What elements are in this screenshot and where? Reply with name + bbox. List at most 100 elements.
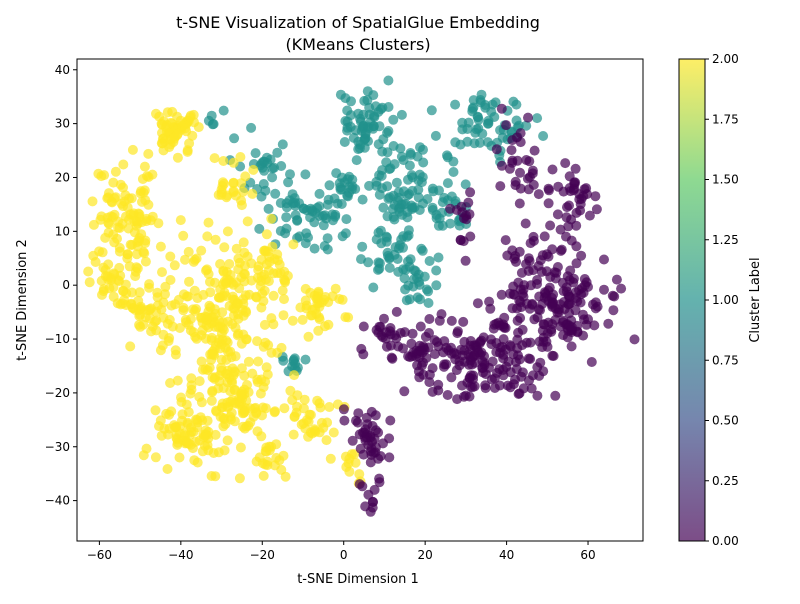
data-point-cluster-2 [138,187,149,198]
data-point-cluster-2 [280,275,290,286]
data-point-cluster-0 [366,443,377,454]
data-point-cluster-0 [543,183,554,194]
data-point-cluster-1 [410,266,421,277]
data-point-cluster-0 [539,231,550,242]
data-point-cluster-2 [241,334,252,345]
data-point-cluster-2 [324,402,335,412]
data-point-cluster-2 [340,312,351,323]
data-point-cluster-2 [87,196,98,207]
data-point-cluster-2 [207,349,217,359]
data-point-cluster-2 [256,431,267,442]
data-point-cluster-1 [442,178,453,189]
data-point-cluster-2 [227,291,238,302]
data-point-cluster-2 [98,262,109,273]
data-point-cluster-1 [280,228,291,239]
data-point-cluster-0 [566,341,577,352]
data-point-cluster-0 [351,415,361,426]
data-point-cluster-1 [472,111,483,122]
data-point-cluster-0 [436,309,447,320]
data-point-cluster-1 [292,215,303,226]
data-point-cluster-0 [424,328,434,338]
data-point-cluster-1 [439,192,450,203]
data-point-cluster-2 [277,285,288,296]
data-point-cluster-0 [442,390,453,400]
data-point-cluster-2 [255,388,266,399]
data-point-cluster-0 [439,359,450,370]
data-point-cluster-0 [521,259,531,270]
data-point-cluster-1 [475,97,486,108]
data-point-cluster-1 [482,118,493,129]
data-point-cluster-2 [239,276,250,287]
data-point-cluster-2 [185,388,196,399]
data-point-cluster-0 [547,299,557,310]
data-point-cluster-0 [386,352,397,363]
data-point-cluster-0 [607,290,618,301]
data-point-cluster-2 [181,399,192,410]
y-tick-label: 20 [55,170,70,184]
data-point-cluster-0 [579,314,589,325]
data-point-cluster-0 [424,369,435,380]
data-point-cluster-2 [233,298,244,309]
data-point-cluster-2 [266,213,277,224]
data-point-cluster-2 [83,266,94,277]
data-point-cluster-0 [543,198,554,209]
axes: −60 −40 −20 0 20 40 60 −40 −30 −20 −10 0 10 20 30 40 [45,58,644,562]
data-point-cluster-2 [238,237,249,248]
data-point-cluster-0 [494,380,505,391]
data-point-cluster-2 [88,219,99,230]
data-point-cluster-0 [358,349,369,360]
data-point-cluster-1 [469,138,480,149]
data-point-cluster-0 [365,457,376,468]
data-point-cluster-2 [209,153,220,164]
data-point-cluster-2 [124,193,134,204]
data-point-cluster-0 [424,377,435,388]
data-point-cluster-2 [222,316,233,327]
data-point-cluster-0 [532,390,543,401]
data-point-cluster-2 [139,161,150,172]
data-point-cluster-0 [485,303,496,314]
data-point-cluster-2 [99,170,110,181]
data-point-cluster-1 [450,99,461,110]
data-point-cluster-2 [168,137,179,147]
data-point-cluster-0 [575,205,586,216]
data-point-cluster-2 [303,331,314,342]
data-point-cluster-2 [210,234,221,245]
data-point-cluster-0 [502,380,513,391]
data-point-cluster-1 [337,172,347,183]
data-point-cluster-2 [186,422,197,433]
data-point-cluster-1 [250,148,261,159]
data-point-cluster-2 [288,429,299,440]
data-point-cluster-2 [325,453,336,464]
data-point-cluster-2 [183,407,194,418]
data-point-cluster-2 [119,295,130,305]
data-point-cluster-1 [359,95,370,106]
data-point-cluster-0 [550,273,561,284]
data-point-cluster-0 [497,341,508,352]
data-point-cluster-0 [495,181,506,192]
data-point-cluster-1 [400,284,411,295]
data-point-cluster-2 [229,384,240,395]
data-point-cluster-2 [118,285,129,296]
data-point-cluster-0 [489,319,500,330]
data-point-cluster-2 [279,294,289,305]
data-point-cluster-2 [239,247,250,258]
data-point-cluster-1 [433,220,444,231]
data-point-cluster-2 [323,297,334,308]
data-point-cluster-0 [492,367,502,378]
data-point-cluster-2 [254,452,265,463]
data-point-cluster-0 [545,220,556,231]
data-point-cluster-1 [323,194,334,205]
data-point-cluster-2 [137,174,148,184]
data-point-cluster-0 [385,415,396,426]
data-point-cluster-0 [512,334,523,345]
data-point-cluster-2 [275,268,286,279]
y-tick-label: 0 [62,278,70,292]
data-point-cluster-0 [599,284,609,295]
data-point-cluster-0 [459,336,470,347]
data-point-cluster-2 [210,308,221,319]
data-point-cluster-0 [603,318,614,329]
data-point-cluster-0 [589,320,600,331]
data-point-cluster-2 [279,403,290,414]
data-point-cluster-1 [283,177,294,188]
